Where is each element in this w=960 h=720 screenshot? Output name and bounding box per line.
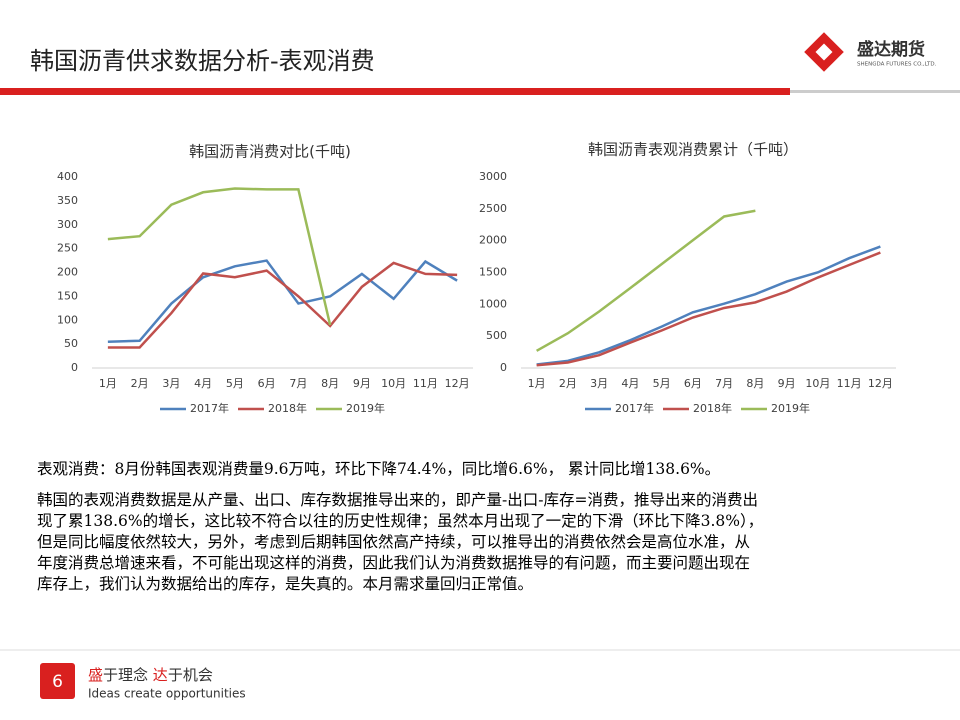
y-tick-label: 1000 <box>479 297 507 310</box>
page-number-box <box>40 663 75 699</box>
legend-label: 2017年 <box>615 401 654 415</box>
paragraph-line: 库存上，我们认为数据给出的库存，是失真的。本月需求量回归正常值。 <box>37 575 534 593</box>
x-tick-label: 6月 <box>684 377 702 390</box>
y-tick-label: 200 <box>57 266 78 279</box>
logo-subtext: SHENGDA FUTURES CO.,LTD. <box>857 62 937 68</box>
x-tick-label: 7月 <box>289 377 307 390</box>
legend-label: 2017年 <box>190 401 229 415</box>
x-tick-label: 1月 <box>99 377 117 390</box>
x-tick-label: 7月 <box>715 377 733 390</box>
x-tick-label: 2月 <box>559 377 577 390</box>
paragraph-line: 但是同比幅度依然较大，另外，考虑到后期韩国依然高产持续，可以推导出的消费依然会是… <box>37 533 751 551</box>
legend-label: 2018年 <box>268 401 307 415</box>
series-line <box>536 245 881 366</box>
y-tick-label: 1500 <box>479 266 507 279</box>
y-tick-label: 3000 <box>479 170 507 183</box>
y-tick-label: 2500 <box>479 202 507 215</box>
series-line <box>107 187 332 326</box>
page-number: 6 <box>52 672 63 692</box>
y-tick-label: 400 <box>57 170 78 183</box>
x-tick-label: 10月 <box>381 377 406 390</box>
slogan: 盛于理念 达于机会 <box>88 666 213 684</box>
legend-label: 2019年 <box>771 401 810 415</box>
y-tick-label: 0 <box>500 361 507 374</box>
x-tick-label: 4月 <box>194 377 212 390</box>
x-tick-label: 8月 <box>321 377 339 390</box>
paragraph-line: 现了累138.6%的增长，这比较不符合以往的历史性规律；虽然本月出现了一定的下滑… <box>37 512 764 530</box>
summary: 表观消费：8月份韩国表观消费量9.6万吨，环比下降74.4%，同比增6.6%， … <box>37 460 721 478</box>
legend-label: 2019年 <box>346 401 385 415</box>
chart-title: 韩国沥青消费对比(千吨) <box>189 143 351 161</box>
header-bar <box>0 88 790 95</box>
series-line <box>107 261 458 349</box>
slogan-part: 达 <box>153 666 168 684</box>
logo <box>804 32 844 72</box>
x-tick-label: 12月 <box>445 377 470 390</box>
y-tick-label: 100 <box>57 313 78 326</box>
x-tick-label: 3月 <box>162 377 180 390</box>
x-tick-label: 6月 <box>258 377 276 390</box>
series-line <box>536 251 881 367</box>
logo-mark-inner <box>815 43 833 61</box>
y-tick-label: 2000 <box>479 234 507 247</box>
slogan-en: Ideas create opportunities <box>88 687 246 701</box>
slogan-part: 于机会 <box>168 666 213 684</box>
y-tick-label: 0 <box>71 361 78 374</box>
slogan-part: 于理念 <box>103 666 153 684</box>
x-tick-label: 11月 <box>837 377 862 390</box>
x-tick-label: 1月 <box>528 377 546 390</box>
legend-label: 2018年 <box>693 401 732 415</box>
series-line <box>536 209 756 352</box>
page-title: 韩国沥青供求数据分析-表观消费 <box>30 47 375 75</box>
x-tick-label: 4月 <box>621 377 639 390</box>
y-tick-label: 250 <box>57 242 78 255</box>
series-line <box>107 259 458 343</box>
paragraph: 韩国的表观消费数据是从产量、出口、库存数据推导出来的，即产量-出口-库存=消费，… <box>37 490 917 595</box>
logo-text: 盛达期货 <box>857 39 925 60</box>
x-tick-label: 11月 <box>413 377 438 390</box>
x-tick-label: 9月 <box>353 377 371 390</box>
chart-title: 韩国沥青表观消费累计（千吨） <box>588 141 798 159</box>
x-tick-label: 8月 <box>746 377 764 390</box>
paragraph-line: 韩国的表观消费数据是从产量、出口、库存数据推导出来的，即产量-出口-库存=消费，… <box>37 491 758 509</box>
y-tick-label: 50 <box>64 337 78 350</box>
y-tick-label: 350 <box>57 194 78 207</box>
x-tick-label: 12月 <box>868 377 893 390</box>
x-tick-label: 5月 <box>653 377 671 390</box>
slogan-part: 盛 <box>88 666 103 684</box>
x-tick-label: 2月 <box>131 377 149 390</box>
paragraph-line: 年度消费总增速来看，不可能出现这样的消费，因此我们认为消费数据推导的有问题，而主… <box>37 554 751 572</box>
y-tick-label: 500 <box>486 329 507 342</box>
x-tick-label: 9月 <box>778 377 796 390</box>
x-tick-label: 3月 <box>590 377 608 390</box>
header-bar-gray <box>790 90 960 93</box>
x-tick-label: 10月 <box>805 377 830 390</box>
y-tick-label: 150 <box>57 289 78 302</box>
y-tick-label: 300 <box>57 218 78 231</box>
x-tick-label: 5月 <box>226 377 244 390</box>
